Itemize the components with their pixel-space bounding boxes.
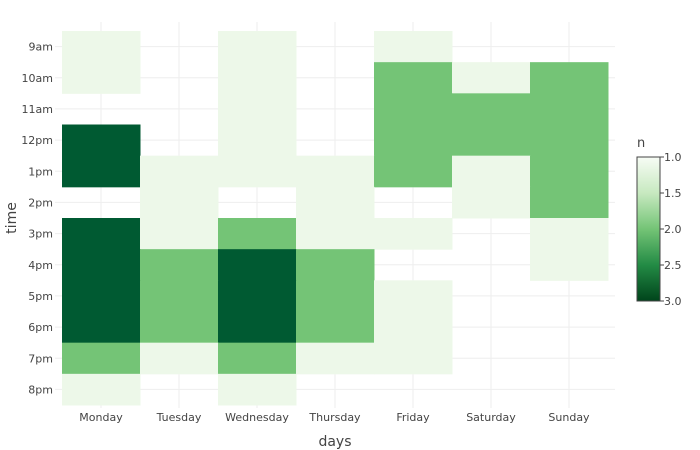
heatmap-cell — [62, 218, 141, 250]
heatmap-cell — [140, 311, 219, 344]
heatmap-cell — [530, 124, 609, 157]
heatmap-cell — [218, 373, 297, 406]
heatmap-cell — [62, 280, 141, 312]
heatmap-cell — [530, 249, 609, 281]
heatmap-cell — [296, 311, 375, 344]
heatmap-cell — [374, 311, 453, 344]
y-tick-label: 9am — [29, 41, 53, 54]
heatmap-cell — [62, 311, 141, 344]
heatmap-cell — [62, 31, 141, 63]
heatmap-cell — [296, 155, 375, 188]
y-tick-label: 3pm — [28, 228, 53, 241]
heatmap-cell — [218, 280, 297, 312]
y-tick-label: 7pm — [28, 352, 53, 365]
colorbar-gradient — [636, 156, 661, 302]
colorbar-tick-label: 1.0 — [664, 151, 682, 164]
heatmap-cell — [218, 249, 297, 281]
x-tick-label: Saturday — [466, 411, 516, 424]
heatmap-cell — [374, 342, 453, 375]
heatmap-cell — [530, 218, 609, 250]
y-tick-label: 4pm — [28, 259, 53, 272]
y-tick-label: 2pm — [28, 196, 53, 209]
y-tick-label: 6pm — [28, 321, 53, 334]
colorbar-tick-label: 2.5 — [664, 259, 682, 272]
heatmap-cell — [62, 124, 141, 157]
x-tick-label: Monday — [79, 411, 123, 424]
heatmap-cell — [218, 218, 297, 250]
colorbar-tick-label: 3.0 — [664, 295, 682, 308]
colorbar: n 1.0 1.5 2.0 2.5 3.0 — [636, 136, 682, 308]
heatmap-cell — [218, 311, 297, 344]
heatmap-cell — [140, 186, 219, 219]
heatmap-cell — [530, 62, 609, 94]
heatmap-cell — [62, 155, 141, 188]
y-axis-title: time — [4, 202, 20, 234]
heatmap-cell — [218, 155, 297, 188]
x-tick-label: Thursday — [308, 411, 361, 424]
y-tick-label: 11am — [22, 103, 53, 116]
heatmap-cell — [140, 249, 219, 281]
heatmap-cell — [62, 373, 141, 406]
heatmap-cell — [218, 31, 297, 63]
heatmap-cell — [374, 155, 453, 188]
heatmap-cell — [218, 342, 297, 375]
heatmap-cell — [374, 124, 453, 157]
x-tick-label: Friday — [396, 411, 430, 424]
y-tick-label: 1pm — [28, 165, 53, 178]
colorbar-tick-label: 2.0 — [664, 223, 682, 236]
heatmap-cell — [374, 280, 453, 312]
heatmap-cell — [530, 155, 609, 188]
heatmap-cell — [296, 280, 375, 312]
heatmap-cell — [530, 186, 609, 219]
colorbar-title: n — [637, 136, 645, 151]
heatmap-cell — [140, 342, 219, 375]
heatmap-cell — [530, 93, 609, 125]
heatmap-cell — [374, 218, 453, 250]
heatmap-cell — [452, 124, 531, 157]
heatmap-cell — [296, 218, 375, 250]
heatmap-cell — [218, 124, 297, 157]
y-tick-label: 10am — [22, 72, 53, 85]
x-tick-label: Wednesday — [225, 411, 289, 424]
heatmap-cell — [218, 93, 297, 125]
x-tick-labels: Monday Tuesday Wednesday Thursday Friday Satu… — [79, 411, 590, 424]
heatmap-cell — [62, 62, 141, 94]
heatmap-cell — [374, 31, 453, 63]
heatmap-cell — [140, 155, 219, 188]
y-tick-label: 12pm — [21, 134, 53, 147]
heatmap-cell — [140, 218, 219, 250]
colorbar-tick-label: 1.5 — [664, 187, 682, 200]
x-tick-label: Tuesday — [156, 411, 202, 424]
heatmap-cell — [374, 62, 453, 94]
heatmap-cell — [452, 93, 531, 125]
x-tick-label: Sunday — [548, 411, 590, 424]
x-axis-title: days — [318, 434, 351, 450]
heatmap-cell — [62, 342, 141, 375]
heatmap-cells — [62, 31, 609, 406]
heatmap-cell — [452, 62, 531, 94]
heatmap-cell — [452, 186, 531, 219]
heatmap-cell — [296, 342, 375, 375]
heatmap-cell — [62, 249, 141, 281]
heatmap-cell — [140, 280, 219, 312]
y-tick-label: 5pm — [28, 290, 53, 303]
heatmap-cell — [452, 155, 531, 188]
heatmap-cell — [374, 93, 453, 125]
y-tick-label: 8pm — [28, 383, 53, 396]
heatmap-cell — [218, 62, 297, 94]
y-tick-labels: 9am 10am 11am 12pm 1pm 2pm 3pm 4pm 5pm 6pm 7pm 8pm — [21, 41, 53, 397]
heatmap-cell — [296, 186, 375, 219]
heatmap-cell — [296, 249, 375, 281]
colorbar-ticks: 1.0 1.5 2.0 2.5 3.0 — [660, 151, 682, 308]
